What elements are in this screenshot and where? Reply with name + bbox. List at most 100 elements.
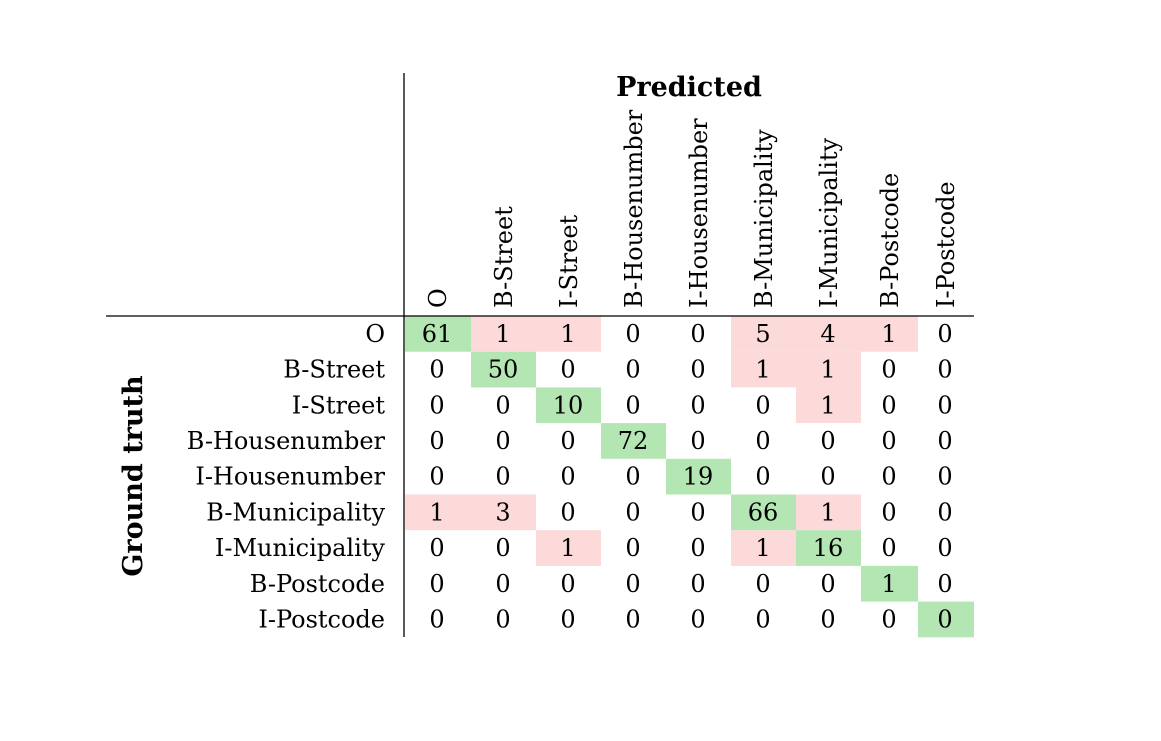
cell-value: 72 <box>618 427 649 455</box>
cell-value: 0 <box>625 356 640 384</box>
cell-value: 0 <box>495 570 510 598</box>
cell-background <box>861 565 918 602</box>
cell-value: 1 <box>560 534 575 562</box>
cell-background <box>471 351 536 388</box>
cell-value: 0 <box>881 391 896 419</box>
cell-background <box>796 351 861 388</box>
cell-value: 0 <box>560 605 575 633</box>
cell-background <box>918 601 974 638</box>
cell-background <box>731 351 796 388</box>
cell-value: 0 <box>495 391 510 419</box>
column-label: B-Postcode <box>876 173 904 308</box>
column-label: O <box>424 288 452 308</box>
x-axis-label: Predicted <box>616 72 762 103</box>
row-label: B-Municipality <box>206 498 385 526</box>
cell-background <box>796 494 861 531</box>
cell-background <box>471 494 536 531</box>
cell-value: 66 <box>748 498 779 526</box>
cell-value: 0 <box>937 605 952 633</box>
cell-value: 0 <box>625 463 640 491</box>
cell-value: 0 <box>820 570 835 598</box>
cell-background <box>666 458 731 495</box>
cell-value: 16 <box>813 534 844 562</box>
cell-value: 0 <box>881 427 896 455</box>
y-axis-label: Ground truth <box>118 375 149 577</box>
cell-value: 19 <box>683 463 714 491</box>
row-label: I-Street <box>292 391 386 419</box>
cell-value: 0 <box>755 605 770 633</box>
cell-value: 1 <box>820 356 835 384</box>
cell-value: 61 <box>422 320 453 348</box>
cell-value: 0 <box>937 391 952 419</box>
cell-value: 1 <box>560 320 575 348</box>
cell-value: 0 <box>937 570 952 598</box>
cell-value: 1 <box>429 498 444 526</box>
cell-value: 0 <box>495 605 510 633</box>
cell-value: 0 <box>429 605 444 633</box>
cell-value: 50 <box>488 356 519 384</box>
cell-value: 0 <box>820 605 835 633</box>
cell-background <box>731 530 796 566</box>
cell-value: 0 <box>495 534 510 562</box>
cell-value: 0 <box>429 534 444 562</box>
cell-value: 1 <box>755 534 770 562</box>
row-label: B-Street <box>283 356 385 384</box>
cell-value: 1 <box>820 498 835 526</box>
cell-value: 0 <box>937 427 952 455</box>
cell-value: 0 <box>495 427 510 455</box>
cell-value: 0 <box>755 463 770 491</box>
cell-value: 0 <box>429 391 444 419</box>
row-label: B-Housenumber <box>187 427 386 455</box>
column-label: I-Municipality <box>815 137 843 308</box>
column-label: I-Street <box>555 214 583 308</box>
cell-background <box>796 316 861 352</box>
column-label: B-Street <box>490 206 518 308</box>
cell-value: 0 <box>881 534 896 562</box>
column-label: B-Municipality <box>750 129 778 308</box>
cell-value: 0 <box>937 356 952 384</box>
cell-background <box>731 316 796 352</box>
cell-value: 0 <box>625 320 640 348</box>
cell-value: 0 <box>690 356 705 384</box>
cell-value: 0 <box>755 391 770 419</box>
cell-value: 1 <box>820 391 835 419</box>
cell-value: 0 <box>429 570 444 598</box>
cell-value: 0 <box>429 356 444 384</box>
column-header-labels: O B-Street I-Street B-Housenumber I-Housenum… <box>424 109 960 308</box>
cell-background <box>861 316 918 352</box>
table-rules <box>106 73 974 637</box>
cell-value: 0 <box>755 570 770 598</box>
cell-value: 0 <box>560 463 575 491</box>
cell-value: 1 <box>495 320 510 348</box>
cell-value: 0 <box>881 356 896 384</box>
cell-value: 0 <box>937 498 952 526</box>
cell-value: 0 <box>690 391 705 419</box>
cell-value: 0 <box>881 605 896 633</box>
cell-background <box>536 316 601 352</box>
cell-value: 4 <box>820 320 835 348</box>
cell-background <box>731 494 796 531</box>
row-label: I-Housenumber <box>195 463 385 491</box>
cell-value: 0 <box>560 356 575 384</box>
cell-value: 1 <box>755 356 770 384</box>
cell-value: 0 <box>881 498 896 526</box>
cell-backgrounds <box>405 316 974 638</box>
cell-value: 0 <box>820 427 835 455</box>
cell-value: 0 <box>625 391 640 419</box>
column-label: B-Housenumber <box>620 109 648 308</box>
column-label: I-Housenumber <box>685 118 713 308</box>
cell-background <box>796 387 861 424</box>
cell-value: 0 <box>690 534 705 562</box>
cell-value: 0 <box>625 605 640 633</box>
cell-value: 0 <box>429 463 444 491</box>
cell-value: 0 <box>881 463 896 491</box>
cell-background <box>471 316 536 352</box>
cell-value: 0 <box>560 498 575 526</box>
row-label: I-Municipality <box>215 534 386 562</box>
cell-value: 3 <box>495 498 510 526</box>
cell-background <box>405 316 471 352</box>
cell-value: 0 <box>495 463 510 491</box>
cell-value: 0 <box>937 463 952 491</box>
cell-value: 0 <box>755 427 770 455</box>
